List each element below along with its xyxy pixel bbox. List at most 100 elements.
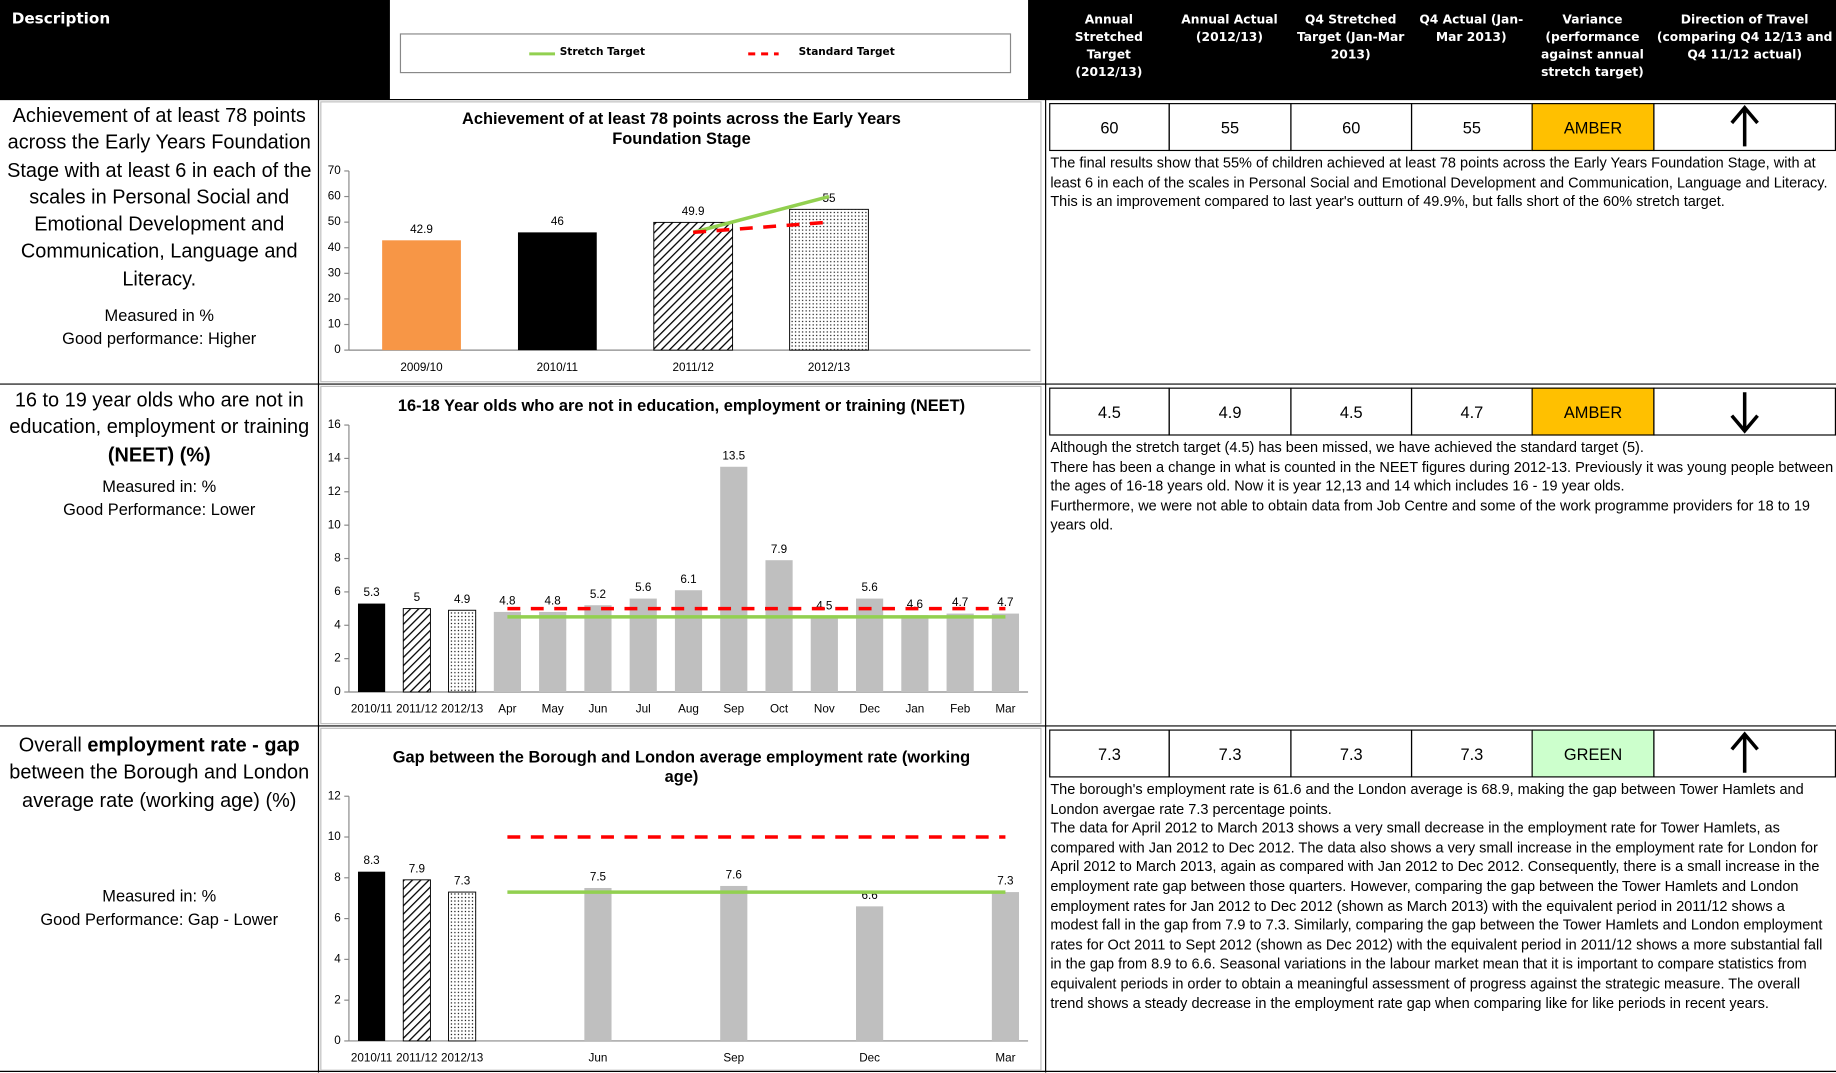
bar — [901, 615, 929, 693]
measure-line: Good Performance: Lower — [63, 499, 256, 519]
bar — [991, 892, 1020, 1041]
measure: Measured in: % Good Performance: Lower — [0, 475, 318, 521]
commentary: The borough's employment rate is 61.6 an… — [1050, 780, 1835, 1013]
variance-cell: AMBER — [1531, 387, 1655, 436]
measure: Measured in % Good performance: Higher — [0, 304, 318, 350]
measure-line: Good performance: Higher — [62, 328, 257, 348]
y-tick-label: 4 — [334, 618, 341, 631]
y-tick-label: 50 — [328, 215, 342, 228]
column-header: Annual Stretched Target (2012/13) — [1074, 12, 1143, 80]
y-tick-label: 4 — [334, 952, 341, 965]
y-tick-label: 8 — [334, 871, 341, 884]
bar — [720, 885, 748, 1041]
legend-label: Stretch Target — [559, 46, 645, 59]
x-tick-label: Mar — [995, 703, 1015, 716]
data-label: 46 — [551, 215, 564, 228]
description: Achievement of at least 78 points across… — [0, 102, 318, 293]
stretch-target-line — [692, 194, 830, 235]
bar — [584, 605, 612, 693]
x-tick-label: Nov — [814, 703, 835, 716]
x-tick-label: Jun — [589, 1052, 608, 1065]
metric-cell: 4.7 — [1410, 387, 1533, 436]
direction-cell — [1653, 729, 1836, 778]
measure: Measured in: % Good Performance: Gap - Lo… — [0, 885, 318, 931]
chart-title: 16-18 Year olds who are not in education… — [397, 395, 966, 415]
commentary-paragraph: Although the stretch target (4.5) has be… — [1050, 439, 1644, 456]
metric-cell: 55 — [1168, 103, 1292, 152]
y-tick-label: 20 — [328, 292, 342, 305]
data-label: 5.2 — [590, 588, 606, 601]
bar — [584, 887, 612, 1041]
measure-line: Measured in: % — [102, 476, 217, 496]
x-tick-label: Feb — [950, 703, 971, 716]
column-header: Variance (performance against annual str… — [1540, 12, 1644, 80]
data-label: 7.5 — [590, 871, 607, 884]
y-tick-label: 10 — [328, 830, 342, 843]
y-tick-label: 30 — [328, 266, 342, 279]
y-tick-label: 14 — [328, 452, 342, 465]
y-tick-label: 0 — [334, 1034, 341, 1047]
measure-line: Measured in: % — [102, 886, 217, 906]
x-tick-label: 2011/12 — [396, 703, 437, 716]
x-tick-label: 2010/11 — [351, 1052, 392, 1065]
metric-cell: 60 — [1049, 103, 1170, 152]
y-tick-label: 12 — [328, 789, 341, 802]
y-tick-label: 70 — [328, 164, 342, 177]
data-label: 42.9 — [410, 223, 433, 236]
direction-arrow — [1730, 105, 1759, 147]
x-tick-label: Dec — [859, 703, 880, 716]
direction-arrow — [1730, 392, 1759, 434]
commentary-paragraph: There has been a change in what is count… — [1050, 458, 1834, 495]
header-description-cell: Description — [0, 0, 390, 100]
column-header: Direction of Travel (comparing Q4 12/13 … — [1656, 12, 1833, 63]
bar — [810, 616, 838, 693]
data-label: 5 — [414, 591, 421, 604]
x-tick-label: Dec — [859, 1052, 880, 1065]
x-tick-label: Jun — [589, 703, 608, 716]
data-label: 4.8 — [545, 594, 561, 607]
metric-cell: 4.5 — [1049, 387, 1170, 436]
data-label: 49.9 — [682, 205, 705, 218]
x-tick-label: 2011/12 — [672, 361, 713, 374]
x-tick-label: Apr — [498, 703, 516, 716]
y-tick-label: 0 — [334, 685, 341, 698]
description-text: between the Borough and London average r… — [9, 761, 310, 811]
x-tick-label: 2010/11 — [537, 361, 578, 374]
data-label: 5.3 — [363, 586, 379, 599]
commentary: Although the stretch target (4.5) has be… — [1050, 438, 1835, 535]
commentary-paragraph: The final results show that 55% of child… — [1050, 154, 1828, 210]
bar — [382, 240, 461, 351]
data-label: 8.3 — [363, 854, 379, 867]
description-text: (NEET) (%) — [107, 443, 211, 466]
bar — [539, 611, 567, 693]
y-tick-label: 60 — [328, 190, 342, 203]
commentary-paragraph: Furthermore, we were not able to obtain … — [1050, 497, 1810, 534]
direction-cell — [1653, 103, 1836, 152]
x-tick-label: Sep — [723, 1052, 744, 1065]
bar — [991, 613, 1020, 693]
x-tick-label: 2011/12 — [396, 1052, 437, 1065]
x-tick-label: 2012/13 — [441, 703, 483, 716]
data-label: 7.6 — [726, 869, 742, 882]
data-label: 4.7 — [997, 596, 1013, 609]
x-tick-label: Mar — [995, 1052, 1015, 1065]
y-tick-label: 6 — [334, 912, 341, 925]
bar — [402, 879, 431, 1042]
data-label: 7.9 — [771, 543, 787, 556]
legend-label: Standard Target — [798, 46, 895, 59]
metric-cell: 7.3 — [1049, 729, 1170, 778]
data-label: 4.7 — [952, 596, 968, 609]
chart-frame — [320, 727, 1042, 1071]
column-header: Annual Actual (2012/13) — [1181, 12, 1278, 45]
chart-title: Gap between the Borough and London avera… — [392, 747, 971, 786]
data-label: 7.3 — [454, 875, 470, 888]
x-tick-label: 2009/10 — [400, 361, 443, 374]
data-label: 7.9 — [409, 862, 425, 875]
y-tick-label: 2 — [334, 993, 341, 1006]
chart-frame — [320, 101, 1042, 383]
metric-cell: 7.3 — [1290, 729, 1413, 778]
legend-box — [399, 33, 1012, 74]
bar — [856, 598, 884, 693]
